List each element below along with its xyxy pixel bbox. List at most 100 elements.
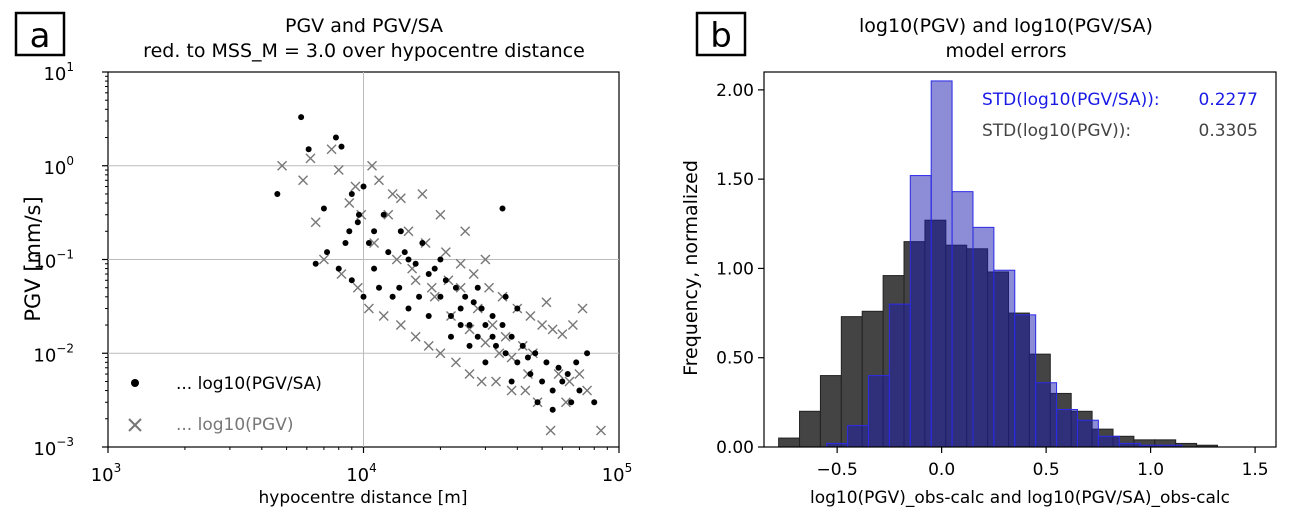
hist-bar-pgv-sa	[909, 175, 932, 448]
y-tick-label: 0.50	[716, 349, 754, 369]
hist-bar-pgv-sa	[972, 226, 995, 448]
scatter-point-pgv	[582, 385, 593, 396]
scatter-point-pgv-sa	[338, 143, 345, 150]
x-tick-label: 0.0	[928, 460, 955, 480]
scatter-point-pgv-sa	[425, 312, 432, 319]
hist-bar-pgv-sa	[993, 269, 1016, 448]
x-tick-label: 105	[602, 461, 633, 486]
scatter-point-pgv-sa	[371, 265, 378, 272]
scatter-point-pgv-sa	[519, 342, 526, 349]
scatter-point-pgv-sa	[457, 322, 464, 329]
scatter-point-pgv-sa	[324, 249, 331, 256]
scatter-point-pgv	[378, 310, 389, 321]
scatter-point-pgv-sa	[534, 399, 541, 406]
scatter-point-pgv-sa	[482, 359, 489, 366]
panel-b-xlabel: log10(PGV)_obs-calc and log10(PGV/SA)_ob…	[810, 488, 1230, 508]
x-tick-label: 1.0	[1137, 460, 1164, 480]
scatter-point-pgv-sa	[466, 342, 473, 349]
scatter-point-pgv	[455, 282, 466, 293]
scatter-point-pgv	[557, 329, 568, 340]
scatter-point-pgv-sa	[274, 190, 281, 197]
scatter-point-pgv-sa	[492, 342, 499, 349]
scatter-point-pgv	[363, 303, 374, 314]
scatter-point-pgv-sa	[499, 205, 506, 212]
scatter-point-pgv	[450, 357, 461, 368]
scatter-point-pgv-sa	[389, 293, 396, 300]
scatter-point-pgv-sa	[360, 183, 367, 190]
scatter-point-pgv	[480, 337, 491, 348]
hist-bar-pgv-sa	[888, 303, 911, 448]
scatter-point-pgv-sa	[332, 134, 339, 141]
legend-dot-marker	[131, 379, 139, 387]
hist-bar-pgv-sa	[1035, 382, 1058, 448]
scatter-point-pgv	[547, 324, 558, 335]
x-tick-label: 0.5	[1033, 460, 1060, 480]
scatter-point-pgv	[318, 254, 329, 265]
scatter-point-pgv-sa	[405, 305, 412, 312]
scatter-point-pgv-sa	[412, 260, 419, 267]
scatter-point-pgv	[383, 209, 394, 220]
scatter-point-pgv	[595, 425, 606, 436]
panel-a-xlabel: hypocentre distance [m]	[258, 488, 467, 508]
panel-a-label-box	[14, 11, 66, 57]
scatter-point-pgv	[520, 385, 531, 396]
scatter-point-pgv-sa	[457, 305, 464, 312]
scatter-point-pgv	[497, 291, 508, 302]
scatter-point-pgv	[305, 153, 316, 164]
scatter-point-pgv-sa	[524, 354, 531, 361]
scatter-point-pgv	[435, 348, 446, 359]
scatter-point-pgv	[277, 160, 288, 171]
hist-bar-pgv-sa	[1097, 435, 1120, 448]
scatter-point-pgv	[410, 275, 421, 286]
scatter-point-pgv-sa	[419, 239, 426, 246]
scatter-point-pgv-sa	[539, 378, 546, 385]
y-tick-label: 1.50	[716, 170, 754, 190]
hist-bar-pgv	[819, 375, 842, 448]
scatter-point-pgv-sa	[514, 359, 521, 366]
scatter-point-pgv	[525, 310, 536, 321]
scatter-point-pgv	[417, 188, 428, 199]
scatter-point-pgv-sa	[564, 371, 571, 378]
panel-b-label-box	[695, 11, 747, 57]
scatter-point-pgv-sa	[502, 350, 509, 357]
panel-b-plot-frame	[763, 71, 1277, 448]
std-pgv-sa-value: 0.2277	[1199, 90, 1258, 110]
scatter-point-pgv	[367, 160, 378, 171]
scatter-point-pgv-sa	[447, 333, 454, 340]
scatter-point-pgv	[494, 348, 505, 359]
scatter-point-pgv-sa	[416, 293, 423, 300]
panel-a: a PGV and PGV/SA red. to MSS_M = 3.0 ove…	[14, 11, 633, 508]
panel-b-label: b	[710, 16, 732, 56]
scatter-point-pgv	[426, 282, 437, 293]
scatter-point-pgv	[506, 385, 517, 396]
scatter-point-pgv	[387, 188, 398, 199]
scatter-point-pgv	[420, 237, 431, 248]
scatter-point-pgv	[460, 226, 471, 237]
scatter-point-pgv-sa	[555, 364, 562, 371]
scatter-point-pgv	[344, 198, 355, 209]
x-tick-label: −0.5	[817, 460, 858, 480]
scatter-point-pgv-sa	[543, 359, 550, 366]
scatter-point-pgv	[455, 258, 466, 269]
scatter-point-pgv-sa	[466, 322, 473, 329]
scatter-point-pgv-sa	[474, 333, 481, 340]
scatter-point-pgv	[541, 297, 552, 308]
x-tick-label: 104	[346, 461, 377, 486]
scatter-point-pgv-sa	[431, 265, 438, 272]
panel-a-subtitle: red. to MSS_M = 3.0 over hypocentre dist…	[143, 40, 585, 62]
hist-bar-pgv-sa	[1014, 314, 1037, 448]
scatter-point-pgv	[545, 425, 556, 436]
scatter-point-pgv	[435, 209, 446, 220]
y-tick-label: 2.00	[716, 81, 754, 101]
scatter-point-pgv-sa	[559, 378, 566, 385]
y-tick-label: 100	[43, 154, 74, 179]
scatter-point-pgv	[395, 320, 406, 331]
scatter-point-pgv	[429, 291, 440, 302]
y-tick-label: 10−3	[33, 435, 74, 460]
scatter-point-pgv-sa	[348, 277, 355, 284]
scatter-point-pgv	[310, 217, 321, 228]
scatter-point-pgv	[472, 303, 483, 314]
scatter-point-pgv-sa	[442, 277, 449, 284]
scatter-point-pgv-sa	[527, 371, 534, 378]
scatter-point-pgv-sa	[591, 399, 598, 406]
